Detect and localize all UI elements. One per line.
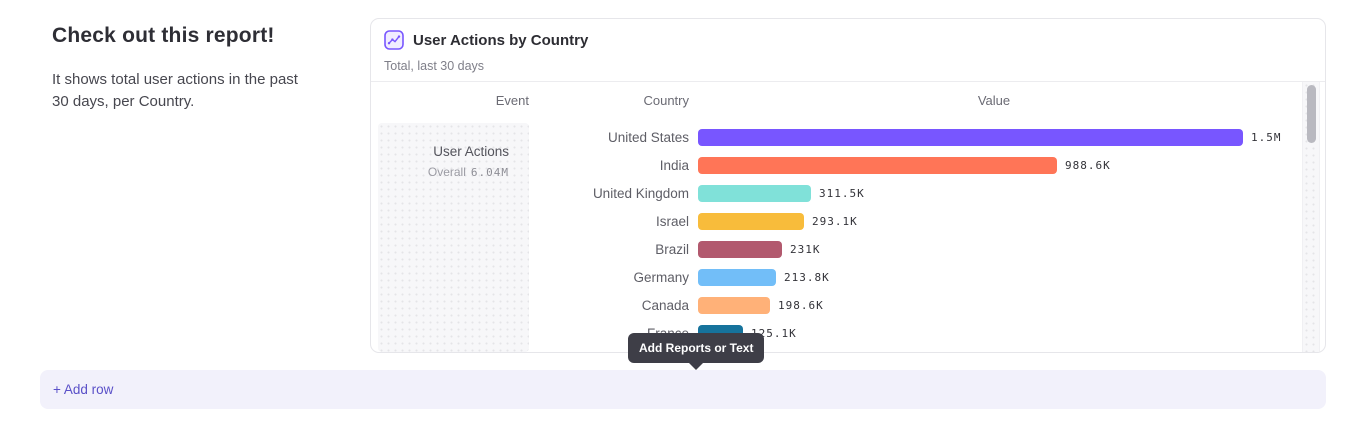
table-row: Germany 213.8K [371, 263, 1299, 291]
column-header-value: Value [977, 93, 1011, 108]
page-title: Check out this report! [52, 24, 275, 47]
tooltip-arrow-icon [689, 363, 704, 370]
table-row: United Kingdom 311.5K [371, 179, 1299, 207]
report-card[interactable]: User Actions by Country Total, last 30 d… [370, 18, 1326, 353]
value-bar[interactable] [698, 184, 811, 202]
table-row: Canada 198.6K [371, 291, 1299, 319]
value-bar[interactable] [698, 156, 1057, 174]
add-tooltip: Add Reports or Text [628, 333, 765, 370]
scrollbar-track[interactable] [1302, 82, 1320, 352]
value-bar[interactable] [698, 268, 776, 286]
event-overall: Overall 6.04M [427, 165, 509, 179]
value-bar[interactable] [698, 296, 770, 314]
table-row: Brazil 231K [371, 235, 1299, 263]
add-row-bar[interactable]: + Add row [40, 370, 1326, 409]
report-subtitle: Total, last 30 days [384, 59, 485, 73]
report-title: User Actions by Country [413, 31, 589, 49]
value-bar[interactable] [698, 128, 1243, 146]
country-label: United States [607, 129, 689, 145]
table-row: France125.1K [371, 319, 1299, 347]
value-label: 311.5K [819, 186, 865, 200]
event-cell[interactable]: User Actions Overall 6.04M [378, 123, 529, 352]
country-label: Canada [641, 297, 689, 313]
table-row: India 988.6K [371, 151, 1299, 179]
column-header-event: Event [495, 93, 529, 108]
value-label: 988.6K [1065, 158, 1111, 172]
intro-text: Check out this report! It shows total us… [52, 24, 304, 113]
table-row: United States 1.5M [371, 123, 1299, 151]
intro-body: It shows total user actions in the past … [52, 71, 298, 110]
table-row: Israel 293.1K [371, 207, 1299, 235]
value-label: 198.6K [778, 298, 824, 312]
country-label: Israel [655, 213, 689, 229]
country-label: India [659, 157, 689, 173]
scrollbar-thumb[interactable] [1307, 85, 1316, 143]
column-header-country: Country [643, 93, 689, 108]
event-name: User Actions [433, 144, 509, 159]
value-label: 293.1K [812, 214, 858, 228]
value-label: 231K [790, 242, 821, 256]
report-table: Event Country Value User Actions Overall… [371, 82, 1325, 352]
value-label: 1.5M [1251, 130, 1282, 144]
add-tooltip-label: Add Reports or Text [639, 341, 754, 355]
value-bar[interactable] [698, 240, 782, 258]
country-label: Germany [633, 269, 689, 285]
bar-rows: United States 1.5M India 988.6K United Kingd… [371, 123, 1299, 347]
add-row-button[interactable]: + Add row [53, 382, 114, 397]
report-card-header: User Actions by Country Total, last 30 d… [371, 19, 1325, 82]
line-chart-icon [384, 30, 404, 50]
country-label: United Kingdom [592, 185, 689, 201]
value-bar[interactable] [698, 212, 804, 230]
value-label: 213.8K [784, 270, 830, 284]
country-label: Brazil [655, 241, 689, 257]
